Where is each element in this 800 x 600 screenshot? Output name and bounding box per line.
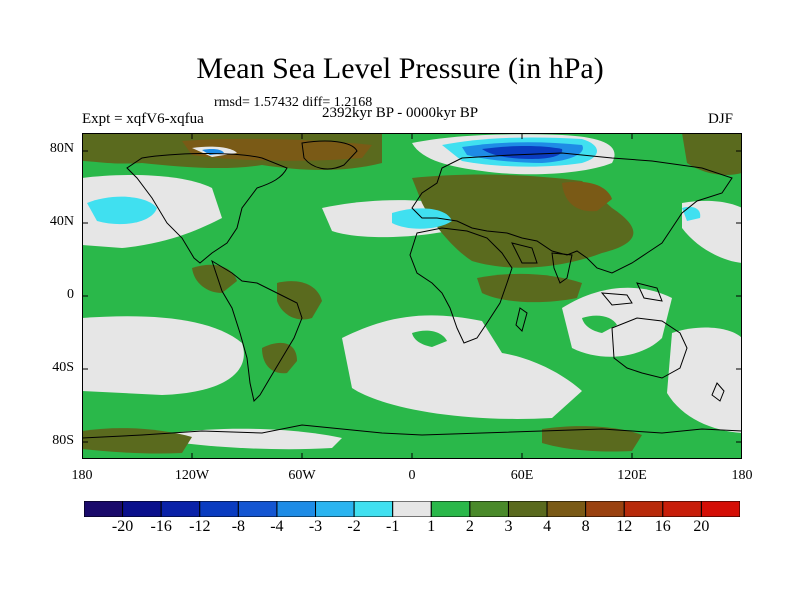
colorbar-label: -4 (270, 518, 284, 535)
stats-label: rmsd= 1.57432 diff= 1.2168 (214, 95, 373, 110)
colorbar-swatch (585, 501, 625, 517)
lat-tick-40s: 40S (52, 360, 74, 375)
colorbar-swatch (237, 501, 278, 517)
colorbar-label: 3 (504, 518, 513, 535)
lon-tick-180e: 180 (731, 468, 753, 483)
colorbar-swatch (623, 501, 664, 517)
colorbar-swatch (662, 501, 702, 517)
map-ticks (82, 133, 742, 459)
colorbar-label: -8 (231, 518, 246, 535)
colorbar-swatch (122, 501, 162, 517)
lon-tick-120w: 120W (174, 468, 210, 483)
colorbar-label: 4 (543, 518, 552, 535)
colorbar-label: 20 (693, 518, 710, 535)
lon-tick-180w: 180 (71, 468, 93, 483)
colorbar-swatch (469, 501, 509, 517)
lon-tick-60e: 60E (510, 468, 534, 483)
colorbar-swatch (392, 501, 432, 517)
colorbar-label: -2 (347, 518, 361, 535)
colorbar-label: -1 (386, 518, 400, 535)
colorbar-label: -16 (150, 518, 172, 535)
lon-tick-120e: 120E (617, 468, 647, 483)
colorbar-label: 2 (465, 518, 474, 535)
lon-tick-0: 0 (408, 468, 416, 483)
lat-tick-80n: 80N (49, 141, 74, 156)
period-label: 2392kyr BP - 0000kyr BP (322, 105, 479, 121)
colorbar-swatch (199, 501, 239, 517)
lat-tick-40n: 40N (49, 214, 74, 229)
plot-title: Mean Sea Level Pressure (in hPa) (196, 52, 604, 85)
negative-1-regions (87, 196, 701, 229)
colorbar-swatch (700, 501, 740, 517)
positive-2-regions (412, 315, 617, 347)
season-label: DJF (708, 111, 734, 127)
colorbar-swatch (507, 501, 548, 517)
colorbar-swatch (430, 501, 471, 517)
lat-tick-0: 0 (67, 287, 74, 302)
lon-tick-60w: 60W (288, 468, 316, 483)
pressure-map (82, 133, 742, 459)
colorbar-swatch (546, 501, 587, 517)
colorbar-label: 8 (581, 518, 590, 535)
lat-tick-80s: 80S (52, 433, 74, 448)
colorbar-swatch (276, 501, 317, 517)
colorbar-swatch (315, 501, 355, 517)
colorbar (84, 501, 740, 517)
coastlines (82, 140, 742, 439)
colorbar-label: 1 (427, 518, 436, 535)
colorbar-swatch (84, 501, 124, 517)
colorbar-label: 12 (616, 518, 633, 535)
colorbar-label: -3 (308, 518, 323, 535)
arctic-negative-regions (192, 134, 615, 175)
near-zero-regions (82, 175, 742, 450)
colorbar-swatch (160, 501, 201, 517)
colorbar-swatch (353, 501, 394, 517)
colorbar-label: -12 (189, 518, 211, 535)
positive-8-regions (182, 138, 612, 212)
experiment-label: Expt = xqfV6-xqfua (82, 111, 204, 127)
colorbar-label: 16 (654, 518, 671, 535)
colorbar-label: -20 (111, 518, 134, 535)
